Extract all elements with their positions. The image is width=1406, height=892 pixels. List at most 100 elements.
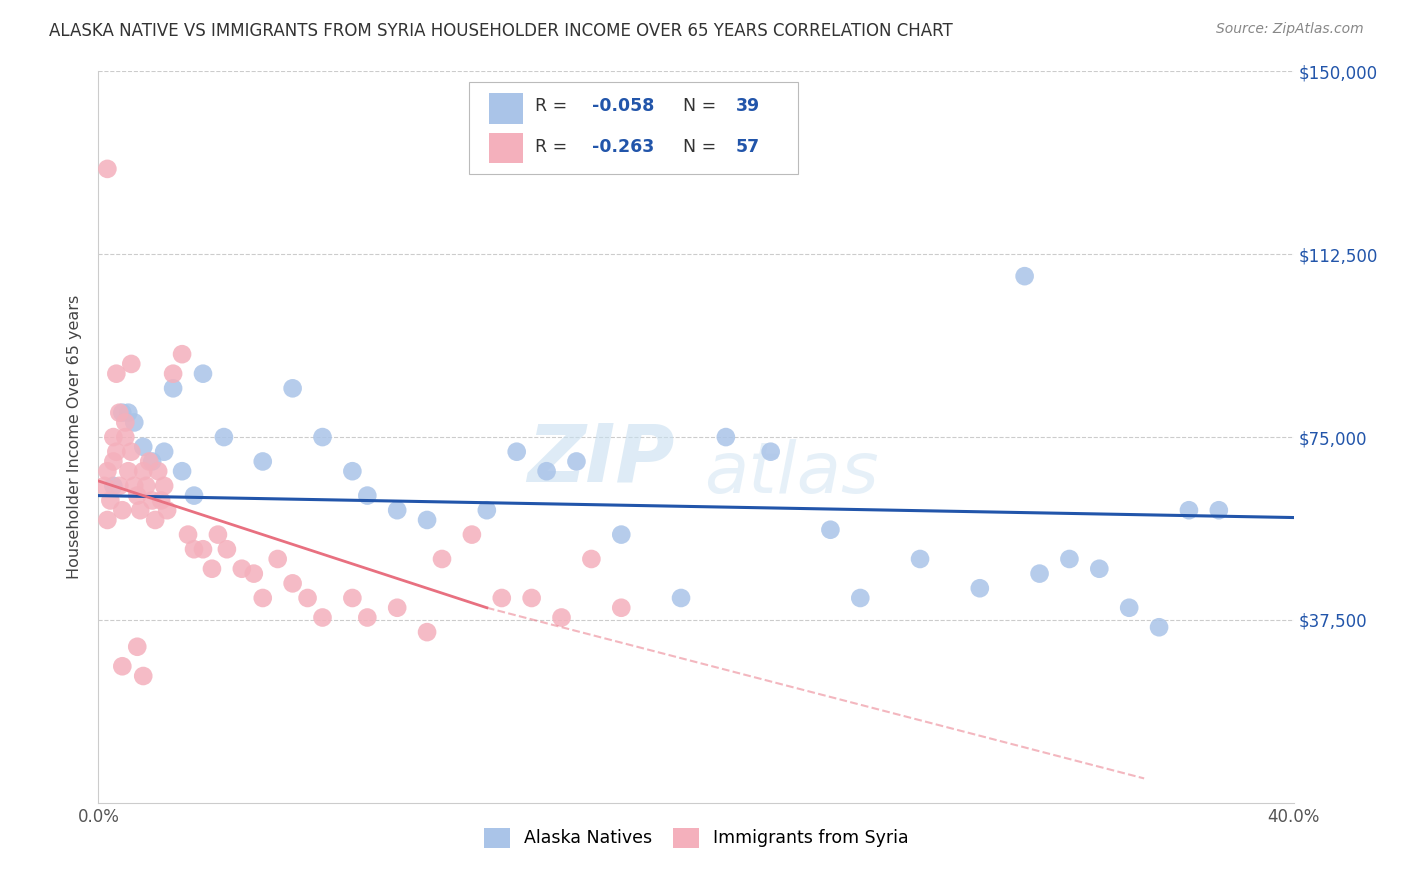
Point bbox=[141, 454, 163, 468]
Point bbox=[581, 552, 603, 566]
Point bbox=[506, 444, 529, 458]
Point bbox=[385, 503, 409, 517]
Text: R =: R = bbox=[534, 137, 572, 155]
Point bbox=[1118, 600, 1140, 615]
Point bbox=[281, 576, 304, 591]
Point bbox=[356, 489, 378, 503]
Point bbox=[117, 406, 139, 420]
FancyBboxPatch shape bbox=[489, 133, 523, 163]
Point bbox=[212, 430, 235, 444]
Point bbox=[124, 416, 146, 430]
Point bbox=[172, 347, 194, 361]
Point bbox=[1208, 503, 1230, 517]
Point bbox=[491, 591, 513, 605]
Point bbox=[1059, 552, 1081, 566]
Point bbox=[132, 669, 155, 683]
Point bbox=[132, 464, 155, 478]
Point bbox=[461, 527, 484, 541]
Point bbox=[201, 562, 224, 576]
Point bbox=[127, 640, 149, 654]
Point bbox=[297, 591, 319, 605]
Point bbox=[108, 479, 131, 493]
Point bbox=[156, 503, 179, 517]
Point bbox=[475, 503, 498, 517]
Text: -0.058: -0.058 bbox=[592, 97, 654, 115]
Point bbox=[108, 406, 131, 420]
Point bbox=[252, 454, 274, 468]
Point bbox=[96, 513, 118, 527]
Text: 39: 39 bbox=[735, 97, 759, 115]
Point bbox=[342, 464, 364, 478]
Point bbox=[153, 444, 176, 458]
Point bbox=[153, 479, 176, 493]
Point bbox=[849, 591, 872, 605]
FancyBboxPatch shape bbox=[489, 93, 523, 124]
Point bbox=[138, 454, 160, 468]
Point bbox=[207, 527, 229, 541]
Point bbox=[416, 625, 439, 640]
Point bbox=[162, 381, 184, 395]
Y-axis label: Householder Income Over 65 years: Householder Income Over 65 years bbox=[67, 295, 83, 579]
Point bbox=[1028, 566, 1050, 581]
Point bbox=[231, 562, 253, 576]
Point bbox=[610, 600, 633, 615]
Point bbox=[416, 513, 439, 527]
Point bbox=[430, 552, 453, 566]
Point bbox=[117, 464, 139, 478]
Point bbox=[103, 479, 125, 493]
Point bbox=[1178, 503, 1201, 517]
Text: 57: 57 bbox=[735, 137, 759, 155]
Point bbox=[281, 381, 304, 395]
Point bbox=[565, 454, 588, 468]
Point bbox=[267, 552, 290, 566]
Point bbox=[127, 489, 149, 503]
Point bbox=[93, 479, 115, 493]
Point bbox=[759, 444, 782, 458]
Text: N =: N = bbox=[672, 137, 721, 155]
Point bbox=[143, 513, 166, 527]
Point bbox=[908, 552, 931, 566]
Point bbox=[114, 430, 136, 444]
Point bbox=[132, 440, 155, 454]
Text: atlas: atlas bbox=[704, 439, 879, 508]
Point bbox=[215, 542, 238, 557]
Point bbox=[124, 479, 146, 493]
Point bbox=[1088, 562, 1111, 576]
Point bbox=[550, 610, 572, 624]
Point bbox=[252, 591, 274, 605]
Legend: Alaska Natives, Immigrants from Syria: Alaska Natives, Immigrants from Syria bbox=[475, 819, 917, 856]
Point bbox=[183, 542, 205, 557]
Text: Source: ZipAtlas.com: Source: ZipAtlas.com bbox=[1216, 22, 1364, 37]
Point bbox=[105, 367, 128, 381]
Point bbox=[120, 444, 142, 458]
Point bbox=[191, 542, 214, 557]
Point bbox=[103, 454, 125, 468]
Point bbox=[243, 566, 266, 581]
Point bbox=[820, 523, 842, 537]
Point bbox=[183, 489, 205, 503]
Text: ALASKA NATIVE VS IMMIGRANTS FROM SYRIA HOUSEHOLDER INCOME OVER 65 YEARS CORRELAT: ALASKA NATIVE VS IMMIGRANTS FROM SYRIA H… bbox=[49, 22, 953, 40]
FancyBboxPatch shape bbox=[470, 82, 797, 174]
Point bbox=[191, 367, 214, 381]
Point bbox=[111, 659, 134, 673]
Point bbox=[162, 367, 184, 381]
Point bbox=[536, 464, 558, 478]
Text: -0.263: -0.263 bbox=[592, 137, 654, 155]
Point bbox=[172, 464, 194, 478]
Point bbox=[1147, 620, 1170, 634]
Point bbox=[129, 503, 152, 517]
Point bbox=[177, 527, 200, 541]
Point bbox=[135, 479, 157, 493]
Point bbox=[150, 493, 173, 508]
Point bbox=[969, 581, 991, 595]
Point bbox=[96, 161, 118, 176]
Point bbox=[120, 357, 142, 371]
Point bbox=[714, 430, 737, 444]
Point bbox=[669, 591, 692, 605]
Point bbox=[311, 610, 333, 624]
Point bbox=[385, 600, 409, 615]
Point bbox=[98, 493, 122, 508]
Text: R =: R = bbox=[534, 97, 572, 115]
Point bbox=[141, 493, 163, 508]
Point bbox=[111, 406, 134, 420]
